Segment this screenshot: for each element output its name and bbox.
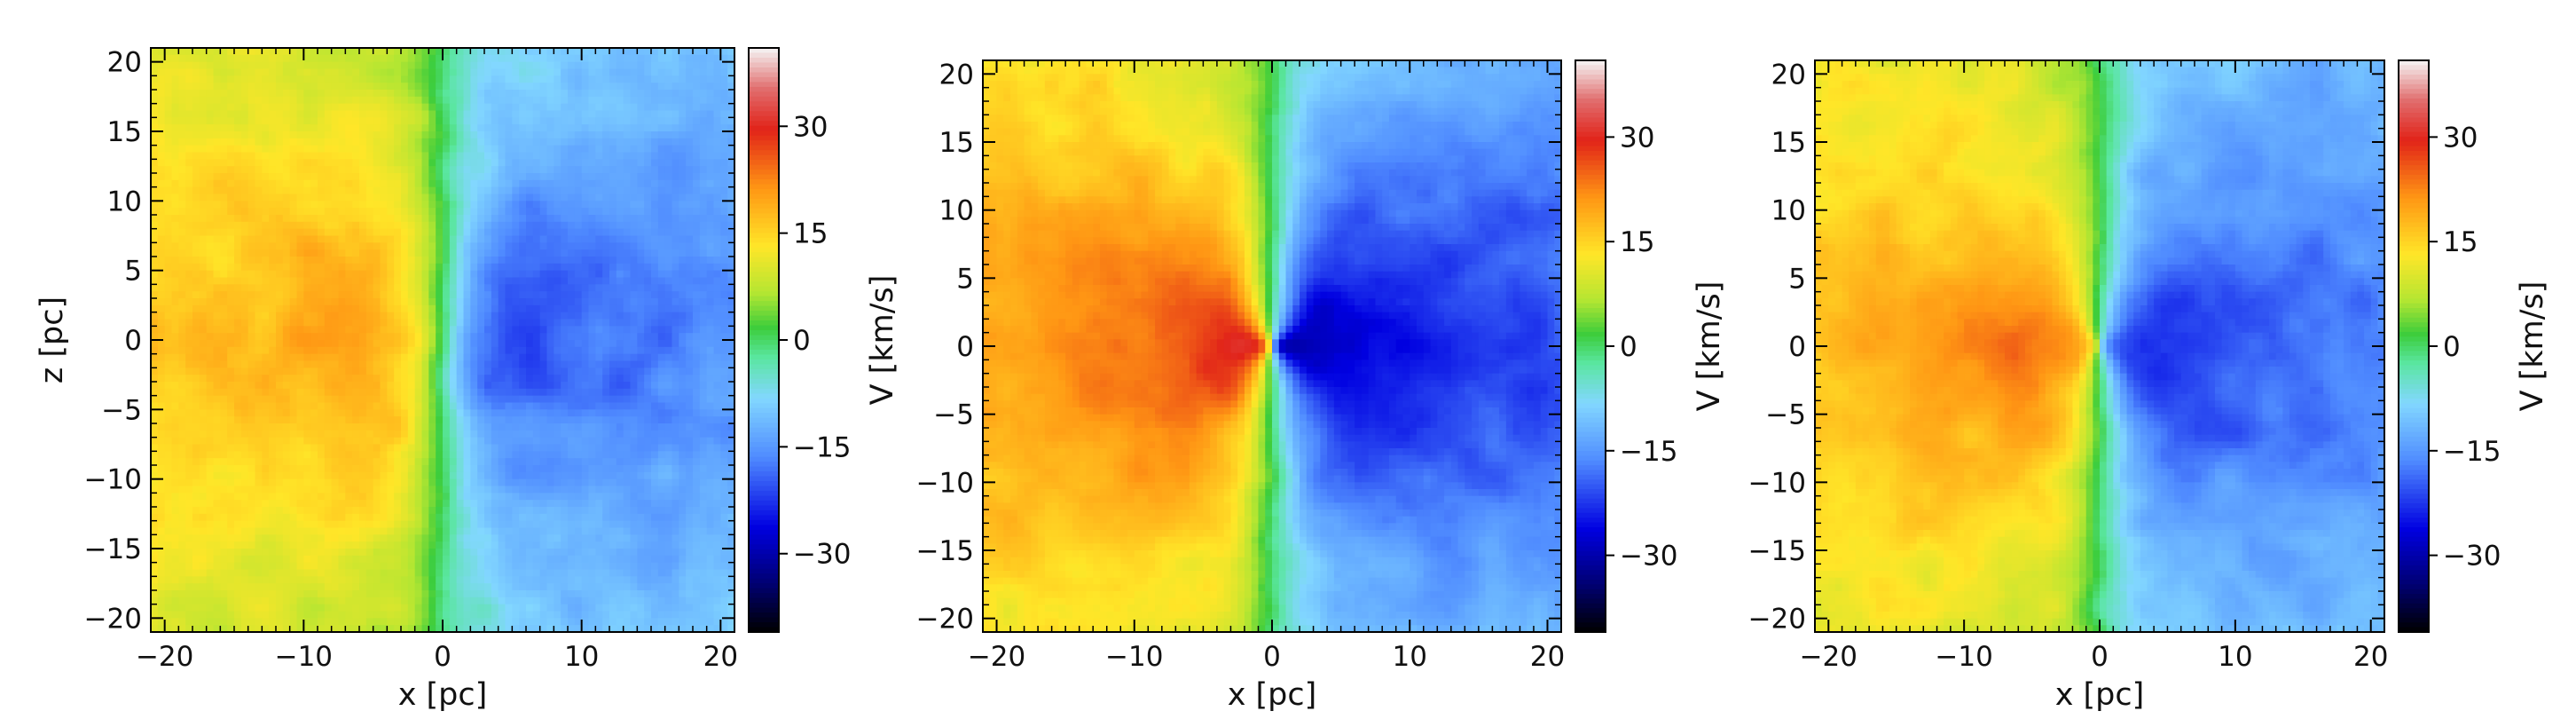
y-tick-label: −20 bbox=[84, 603, 142, 635]
y-tick-label: −5 bbox=[933, 399, 974, 431]
colorbar-label: V [km/s] bbox=[865, 275, 900, 406]
y-tick-label: −10 bbox=[916, 467, 974, 499]
x-axis-label: x [pc] bbox=[1228, 677, 1317, 713]
colorbar: 30 15 0 −15 −30 V [km/s] bbox=[749, 48, 900, 633]
y-tick-label: 20 bbox=[1771, 59, 1806, 91]
colorbar-tick-label: −30 bbox=[2443, 541, 2501, 573]
colorbar-label: V [km/s] bbox=[2515, 281, 2550, 412]
y-tick-label: 10 bbox=[939, 195, 974, 227]
colorbar: 30 15 0 −15 −30 V [km/s] bbox=[1575, 60, 1727, 633]
y-tick-label: 20 bbox=[939, 59, 974, 91]
x-tick-label: −20 bbox=[1800, 641, 1857, 673]
y-tick-label: −5 bbox=[101, 394, 142, 426]
colorbar-tick-label: −30 bbox=[1620, 541, 1677, 573]
x-tick-label: 0 bbox=[434, 641, 452, 673]
y-tick-label: 15 bbox=[107, 116, 142, 148]
colorbar-tick-label: −15 bbox=[793, 431, 851, 463]
y-tick-label: −20 bbox=[916, 604, 974, 636]
y-tick-label: 10 bbox=[1771, 195, 1806, 227]
colorbar: 30 15 0 −15 −30 V [km/s] bbox=[2399, 60, 2550, 633]
panel-2: −20 −10 0 10 20 20 15 10 5 0 −5 −10 −15 −20 x [pc] 30 15… bbox=[916, 59, 1727, 713]
x-tick-label: −20 bbox=[968, 641, 1025, 673]
x-tick-label: −10 bbox=[1935, 641, 1992, 673]
y-tick-label: 5 bbox=[956, 263, 974, 295]
x-tick-label: −10 bbox=[275, 641, 333, 673]
x-tick-label: 10 bbox=[564, 641, 599, 673]
colorbar-tick-label: 0 bbox=[2443, 331, 2461, 363]
x-tick-label: 20 bbox=[1530, 641, 1565, 673]
x-tick-label: −20 bbox=[136, 641, 193, 673]
heatmap-field bbox=[983, 60, 1562, 633]
x-tick-label: 0 bbox=[1263, 641, 1281, 673]
y-axis-label: z [pc] bbox=[35, 296, 70, 383]
y-tick-label: 15 bbox=[939, 127, 974, 159]
panel-3: −20 −10 0 10 20 20 15 10 5 0 −5 −10 −15 −20 x [pc] 30 15… bbox=[1748, 59, 2550, 713]
y-tick-label: 0 bbox=[1788, 331, 1806, 363]
x-tick-label: 20 bbox=[2353, 641, 2388, 673]
y-tick-label: −15 bbox=[1748, 535, 1806, 567]
colorbar-tick-label: −30 bbox=[793, 539, 851, 571]
x-axis-label: x [pc] bbox=[2055, 677, 2145, 713]
x-tick-label: 0 bbox=[2091, 641, 2109, 673]
colorbar-label: V [km/s] bbox=[1692, 281, 1727, 412]
x-tick-label: 10 bbox=[1393, 641, 1427, 673]
y-tick-label: 0 bbox=[124, 325, 142, 357]
x-tick-label: −10 bbox=[1105, 641, 1163, 673]
x-axis-label: x [pc] bbox=[398, 677, 488, 713]
colorbar-tick-label: 15 bbox=[793, 218, 828, 250]
y-tick-label: 15 bbox=[1771, 127, 1806, 159]
colorbar-tick-label: 0 bbox=[793, 325, 811, 357]
y-tick-label: 10 bbox=[107, 186, 142, 217]
colorbar-tick-label: 15 bbox=[1620, 226, 1654, 258]
y-tick-label: −20 bbox=[1748, 604, 1806, 636]
y-tick-label: 20 bbox=[107, 47, 142, 79]
colorbar-tick-label: 15 bbox=[2443, 226, 2478, 258]
y-tick-label: −5 bbox=[1765, 399, 1806, 431]
heatmap-field bbox=[151, 48, 735, 633]
x-tick-label: 10 bbox=[2218, 641, 2252, 673]
y-tick-label: −10 bbox=[1748, 467, 1806, 499]
colorbar-tick-label: 30 bbox=[2443, 122, 2478, 154]
colorbar-tick-label: −15 bbox=[2443, 436, 2501, 468]
colorbar-tick-label: 30 bbox=[1620, 122, 1654, 154]
y-tick-label: −15 bbox=[84, 533, 142, 565]
heatmap-field bbox=[1815, 60, 2385, 633]
y-tick-label: −15 bbox=[916, 535, 974, 567]
colorbar-tick-label: −15 bbox=[1620, 436, 1677, 468]
y-tick-label: 0 bbox=[956, 331, 974, 363]
colorbar-tick-label: 30 bbox=[793, 111, 828, 143]
colorbar-tick-label: 0 bbox=[1620, 331, 1637, 363]
y-tick-label: 5 bbox=[1788, 263, 1806, 295]
y-tick-label: −10 bbox=[84, 464, 142, 496]
panel-1: −20 −10 0 10 20 20 15 10 5 0 −5 −10 −15 −20 x [pc] z [p… bbox=[35, 47, 900, 713]
x-tick-label: 20 bbox=[703, 641, 738, 673]
y-tick-label: 5 bbox=[124, 256, 142, 288]
